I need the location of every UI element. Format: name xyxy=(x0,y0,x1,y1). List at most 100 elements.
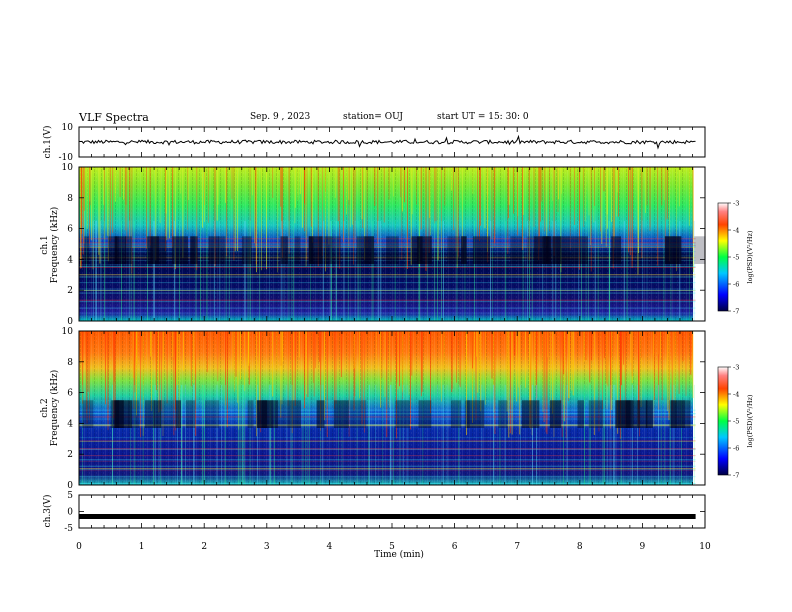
texture-spike xyxy=(628,167,629,253)
texture-spike xyxy=(374,167,376,206)
texture-spike xyxy=(98,167,100,255)
texture-spike xyxy=(377,167,379,244)
texture-dark xyxy=(473,236,491,264)
texture-line xyxy=(624,220,625,321)
texture-line xyxy=(536,384,537,485)
texture-spike xyxy=(661,167,663,206)
texture-spike xyxy=(291,331,293,433)
texture-band xyxy=(79,255,696,257)
texture-spike xyxy=(381,331,383,378)
texture-spike xyxy=(472,167,474,194)
texture-spike xyxy=(174,167,176,270)
texture-dark xyxy=(588,400,603,428)
texture-spike xyxy=(508,167,509,219)
texture-spike xyxy=(623,331,624,365)
x-tick-label: 4 xyxy=(327,542,333,552)
texture-spike xyxy=(560,331,561,404)
date-label: Sep. 9 , 2023 xyxy=(250,112,311,122)
texture-spike xyxy=(533,167,535,227)
texture-spike xyxy=(565,331,567,439)
texture-band xyxy=(79,441,696,442)
start-time-label: start UT = 15: 30: 0 xyxy=(437,112,529,122)
texture-line xyxy=(520,384,521,485)
texture-spike xyxy=(546,331,548,435)
ch1-waveform-ticks xyxy=(78,127,706,157)
texture-line xyxy=(134,384,136,485)
texture-spike xyxy=(617,331,619,434)
texture-line xyxy=(693,220,695,321)
texture-band xyxy=(79,274,696,275)
texture-spike xyxy=(317,167,319,267)
texture-line xyxy=(95,220,97,321)
texture-line xyxy=(335,220,337,321)
texture-spike xyxy=(298,331,300,358)
texture-line xyxy=(306,384,308,485)
texture-spike xyxy=(658,331,660,410)
ch2-spectrogram-y-tick-label: 2 xyxy=(67,450,73,460)
texture-line xyxy=(493,384,495,485)
texture-spike xyxy=(614,331,616,372)
texture-line xyxy=(481,384,483,485)
texture-line xyxy=(185,384,186,485)
texture-spike xyxy=(641,167,643,258)
texture-spike xyxy=(353,331,355,411)
texture-spike xyxy=(352,167,354,225)
texture-dark xyxy=(549,400,562,428)
texture-spike xyxy=(249,167,251,272)
texture-spike xyxy=(563,331,565,422)
texture-spike xyxy=(280,167,282,207)
texture-band xyxy=(79,266,696,267)
texture-spike xyxy=(640,331,642,407)
texture-spike xyxy=(678,167,680,207)
texture-line xyxy=(681,384,682,485)
texture-line xyxy=(216,384,218,485)
texture-spike xyxy=(234,167,236,252)
texture-line xyxy=(347,220,349,321)
texture-line xyxy=(158,384,160,485)
texture-spike xyxy=(172,331,174,357)
ch1-spectrogram-y-tick-label: 0 xyxy=(67,317,73,327)
texture-dark xyxy=(150,236,167,264)
texture-dark xyxy=(364,236,374,264)
texture-line xyxy=(249,220,251,321)
texture-spike xyxy=(606,331,608,410)
texture-line xyxy=(341,384,343,485)
texture-spike xyxy=(399,331,400,387)
texture-spike xyxy=(364,331,365,433)
texture-band xyxy=(79,440,696,441)
ch1-waveform-trace xyxy=(78,134,696,150)
texture-spike xyxy=(82,331,84,404)
texture-spike xyxy=(163,331,165,365)
texture-spike xyxy=(192,331,194,384)
texture-line xyxy=(456,220,458,321)
texture-spike xyxy=(486,167,488,196)
texture-line xyxy=(459,384,460,485)
texture-dark xyxy=(570,236,588,264)
texture-spike xyxy=(175,331,176,411)
texture-line xyxy=(542,220,544,321)
texture-spike xyxy=(692,331,694,398)
texture-spike xyxy=(132,331,134,378)
texture-spike xyxy=(455,167,457,252)
texture-line xyxy=(225,220,227,321)
texture-line xyxy=(200,220,201,321)
texture-line xyxy=(585,220,587,321)
texture-spike xyxy=(692,167,694,244)
texture-spike xyxy=(569,331,570,399)
texture-dark xyxy=(108,236,118,264)
texture-spike xyxy=(313,331,315,397)
ch1-spectrogram-texture xyxy=(79,167,706,321)
texture-spike xyxy=(535,331,537,419)
texture-line xyxy=(434,220,436,321)
texture-spike xyxy=(82,167,84,255)
texture-dark xyxy=(294,236,301,264)
texture-line xyxy=(274,384,275,485)
texture-spike xyxy=(109,167,111,242)
texture-line xyxy=(560,220,562,321)
texture-spike xyxy=(293,331,294,401)
texture-line xyxy=(664,384,665,485)
texture-dark xyxy=(114,236,127,264)
ch1-spectrogram-y-tick-label: 2 xyxy=(67,286,73,296)
texture-spike xyxy=(304,331,305,409)
